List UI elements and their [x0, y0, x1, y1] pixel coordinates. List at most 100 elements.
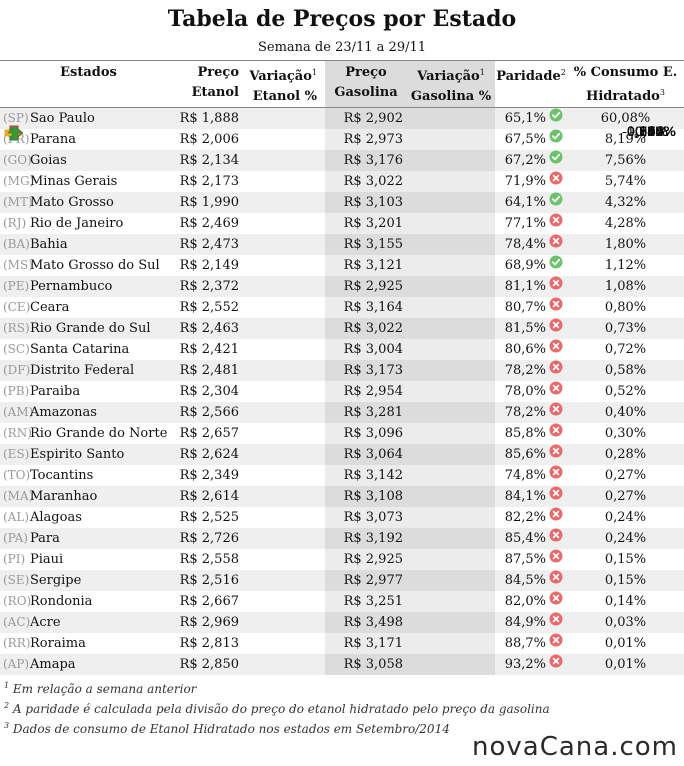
estado-cell: (RR)Roraima — [0, 633, 177, 654]
consumo-hidratado: 0,52% — [604, 384, 647, 399]
variacao-etanol-cell: 0,32% — [5, 125, 676, 192]
table-row: (CE)Ceara R$ 2,552 -0,55% R$ 3,164 -0,16% 80,… — [0, 125, 684, 318]
check-circle-icon — [548, 129, 567, 150]
consumo-hidratado: 0,72% — [604, 342, 647, 357]
estado-cell: (PE)Pernambuco — [0, 276, 177, 297]
variacao-etanol-cell: -0,28% — [5, 125, 676, 591]
variacao-gasolina-cell: -0,03% — [7, 125, 668, 402]
estado-name: Bahia — [30, 237, 68, 252]
estado-name: Sao Paulo — [30, 111, 95, 126]
uf-code: (MG) — [3, 174, 35, 188]
novacana-logo: novaCana.com — [472, 732, 678, 762]
variacao-gasolina-cell: -0,77% — [7, 125, 668, 591]
x-circle-icon — [548, 234, 568, 255]
estado-name: Alagoas — [30, 510, 82, 525]
header-preco-etanol: Preço Etanol — [191, 65, 239, 100]
preco-etanol: R$ 2,372 — [177, 276, 243, 297]
variacao-etanol-cell: -0,07% — [5, 125, 676, 633]
table-row: (MG)Minas Gerais R$ 2,173 0,32% R$ 3,022 0,2… — [0, 125, 684, 192]
variacao-etanol-cell: -0,67% — [5, 125, 676, 297]
variacao-gasolina-cell: 0,15% — [7, 125, 668, 612]
estado-name: Paraiba — [30, 384, 81, 399]
table-row: (PE)Pernambuco R$ 2,372 -0,67% R$ 2,925 -0,1… — [0, 125, 684, 297]
paridade: 93,2% — [495, 654, 548, 675]
consumo-hidratado: 0,80% — [604, 300, 647, 315]
variacao-gasolina-cell: 0,23% — [7, 125, 668, 192]
price-table: Estados Preço Etanol Variação1 Etanol % Pr… — [0, 61, 684, 675]
header-consumo: % Consumo E. Hidratado3 — [573, 65, 678, 104]
variacao-gasolina-cell: -0,17% — [7, 125, 668, 297]
header-rule — [0, 60, 684, 61]
estado-name: Parana — [30, 132, 77, 147]
preco-gasolina: R$ 2,973 — [325, 129, 407, 150]
uf-code: (GO) — [3, 153, 32, 167]
estado-name: Espirito Santo — [30, 447, 125, 462]
variacao-etanol-cell: 0,00% — [4, 125, 676, 675]
variacao-gasolina-cell: -1,12% — [7, 125, 668, 570]
estado-cell: (SE)Sergipe — [0, 570, 177, 591]
paridade: 88,7% — [504, 636, 546, 651]
footnotes: 1 Em relação a semana anterior 2 A parid… — [4, 676, 550, 736]
variacao-gasolina: 0,27% — [626, 125, 669, 140]
uf-code: (AL) — [3, 510, 29, 524]
preco-gasolina: R$ 3,201 — [325, 213, 407, 234]
preco-etanol: R$ 2,558 — [179, 552, 239, 567]
x-circle-icon — [548, 360, 568, 381]
consumo-hidratado: 7,56% — [567, 150, 684, 171]
uf-code: (MS) — [3, 258, 33, 272]
paridade: 74,8% — [504, 468, 546, 483]
x-circle-icon — [548, 276, 568, 297]
estado-name: Santa Catarina — [30, 342, 130, 357]
table-row: (TO)Tocantins R$ 2,349 0,17% R$ 3,142 -0,03%… — [0, 125, 684, 486]
table-row: (MS)Mato Grosso do Sul R$ 2,149 -0,23% R$ 3… — [0, 125, 684, 276]
variacao-gasolina-cell: 0,26% — [7, 125, 668, 213]
uf-code: (PB) — [3, 384, 30, 398]
preco-etanol: R$ 2,516 — [177, 570, 243, 591]
preco-gasolina: R$ 2,954 — [325, 381, 407, 402]
estado-cell: (GO)Goias — [0, 150, 177, 171]
variacao-gasolina-cell: 0,23% — [7, 125, 668, 675]
variacao-gasolina-cell: 0,63% — [7, 125, 668, 339]
consumo-hidratado: 0,01% — [604, 636, 647, 651]
x-circle-icon — [548, 633, 567, 654]
footnote-2: 2 A paridade é calculada pela divisão do… — [4, 701, 550, 716]
estado-cell: (RO)Rondonia — [0, 591, 177, 612]
preco-etanol: R$ 2,552 — [179, 300, 239, 315]
page-subtitle: Semana de 23/11 a 29/11 — [257, 40, 427, 55]
variacao-gasolina-cell: -0,06% — [7, 125, 668, 654]
estado-cell: (MT)Mato Grosso — [0, 192, 177, 213]
estado-cell: (SP)Sao Paulo — [0, 107, 177, 129]
preco-etanol: R$ 2,473 — [177, 234, 243, 255]
estado-name: Pernambuco — [30, 279, 113, 294]
variacao-etanol-cell: -0,20% — [5, 125, 676, 570]
preco-gasolina: R$ 3,064 — [325, 444, 407, 465]
paridade: 67,2% — [495, 150, 548, 171]
estado-cell: (ES)Espirito Santo — [0, 444, 177, 465]
preco-etanol: R$ 1,990 — [177, 192, 243, 213]
table-header-row: Estados Preço Etanol Variação1 Etanol % Pr… — [0, 61, 684, 108]
estado-cell: (BA)Bahia — [0, 234, 177, 255]
preco-etanol: R$ 2,969 — [177, 612, 243, 633]
paridade: 87,5% — [504, 552, 546, 567]
preco-gasolina: R$ 3,004 — [325, 339, 407, 360]
estado-cell: (MS)Mato Grosso do Sul — [0, 255, 177, 276]
uf-code: (AM) — [3, 405, 34, 419]
variacao-gasolina-cell: -0,79% — [7, 125, 668, 255]
table-row: (RR)Roraima R$ 2,813 0,25% R$ 3,171 -0,06% 88… — [0, 125, 684, 654]
preco-etanol: R$ 2,006 — [179, 132, 239, 147]
preco-gasolina: R$ 3,142 — [325, 465, 407, 486]
check-circle-icon — [548, 255, 567, 276]
consumo-hidratado: 0,27% — [604, 468, 647, 483]
consumo-hidratado: 0,28% — [567, 444, 684, 465]
estado-cell: (MA)Maranhao — [0, 486, 177, 507]
variacao-gasolina-cell: 0,06% — [7, 125, 668, 633]
consumo-hidratado: 60,08% — [567, 107, 684, 129]
paridade: 85,6% — [495, 444, 548, 465]
x-circle-icon — [548, 591, 567, 612]
estado-name: Sergipe — [30, 573, 82, 588]
consumo-hidratado: 0,14% — [604, 594, 647, 609]
paridade: 68,9% — [504, 258, 546, 273]
paridade: 78,2% — [495, 402, 548, 423]
estado-name: Amazonas — [30, 405, 97, 420]
paridade: 65,1% — [495, 107, 548, 129]
